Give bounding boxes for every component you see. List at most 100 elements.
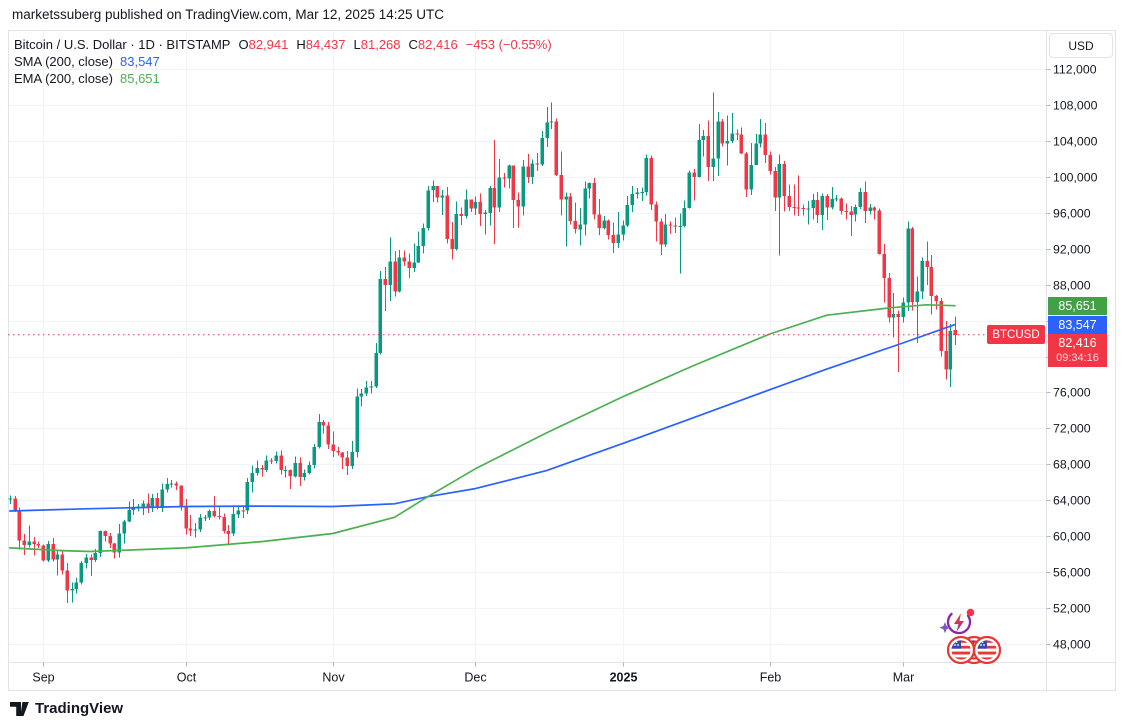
candle-body [469,199,473,209]
candle-body [744,153,748,190]
candle-body [806,208,810,210]
candle-body [193,529,197,531]
sma-legend-row[interactable]: SMA (200, close) 83,547 [14,53,552,70]
x-label: Oct [177,671,197,685]
y-label: 48,000 [1053,638,1091,652]
ema-legend-row[interactable]: EMA (200, close) 85,651 [14,70,552,87]
currency-toggle-button[interactable]: USD [1049,33,1113,58]
candle-body [825,195,829,208]
candle-body [264,460,268,470]
candle-body [340,452,344,458]
candle-body [93,553,97,560]
close-label: C [408,37,418,52]
candle-body [274,455,278,461]
candle-body [592,183,596,215]
candle-body [901,302,905,318]
candle-body [179,485,183,507]
candle-body [454,214,458,249]
candle-body [497,177,501,208]
candle-body [739,134,743,154]
candle-body [483,212,487,214]
candle-body [307,465,311,474]
candle-body [782,164,786,196]
candle-body [706,135,710,167]
sparkle-icon [939,622,951,634]
candle-body [298,462,302,477]
candle-body [416,245,420,263]
candle-body [241,510,245,512]
candle-body [635,192,639,194]
last-price-badge: 82,416 09:34:16 [1048,334,1107,367]
y-label: 96,000 [1053,207,1091,221]
candle-body [103,531,107,537]
candle-body [711,158,715,167]
candle-body [811,199,815,209]
candle-body [896,314,900,318]
candle-body [583,188,587,225]
usd-flag-coins-sticker [948,637,1000,663]
candle-body [160,489,164,508]
candle-body [549,121,553,123]
candle-body [758,134,762,144]
candle-body [749,164,753,190]
candle-body [450,238,454,249]
change-value: −453 (−0.55%) [465,37,552,52]
candle-body [687,172,691,208]
sma-value: 83,547 [120,54,160,69]
candle-body [84,557,88,563]
candle-body [60,554,64,571]
candle-body [207,510,211,518]
candle-body [540,138,544,165]
candle-body [478,202,482,214]
candle-body [754,143,758,165]
candle-body [554,121,558,175]
candle-body [545,122,549,139]
candle-body [231,514,235,534]
y-label: 72,000 [1053,422,1091,436]
time-scale[interactable] [8,662,1046,690]
candle-body [910,228,914,302]
candle-body [312,447,316,465]
x-label: Mar [893,671,915,685]
candle-body [716,121,720,159]
candle-body [801,208,805,209]
candle-body [649,158,653,205]
time-axis-labels: Sep Oct Nov Dec 2025 Feb Mar [32,662,915,685]
candle-body [36,544,40,546]
y-label: 108,000 [1053,99,1098,113]
candle-body [526,166,530,177]
brand-name: TradingView [35,700,124,717]
candle-body [70,588,74,591]
candle-body [222,517,226,531]
y-label: 56,000 [1053,566,1091,580]
candle-body [55,554,59,560]
ema-value: 85,651 [120,71,160,86]
candle-body [630,193,634,205]
candle-body [925,261,929,267]
candle-body [421,228,425,246]
candle-body [255,467,259,473]
ema-line [8,303,956,553]
candle-body [217,516,221,518]
candle-body [564,196,568,200]
candle-body [777,164,781,198]
tradingview-brand[interactable]: TradingView [10,700,123,717]
candle-body [336,451,340,453]
candle-body [65,570,69,591]
candle-body [369,386,373,388]
y-label: 68,000 [1053,458,1091,472]
y-label: 100,000 [1053,171,1098,185]
candle-body [573,220,577,230]
candle-body [725,141,729,144]
candle-body [51,544,55,560]
candle-body [530,163,534,177]
candle-body [203,517,207,519]
candle-body [644,158,648,192]
candle-body [920,261,924,292]
candle-body [535,163,539,165]
candle-body [17,510,21,541]
candle-body [431,185,435,191]
